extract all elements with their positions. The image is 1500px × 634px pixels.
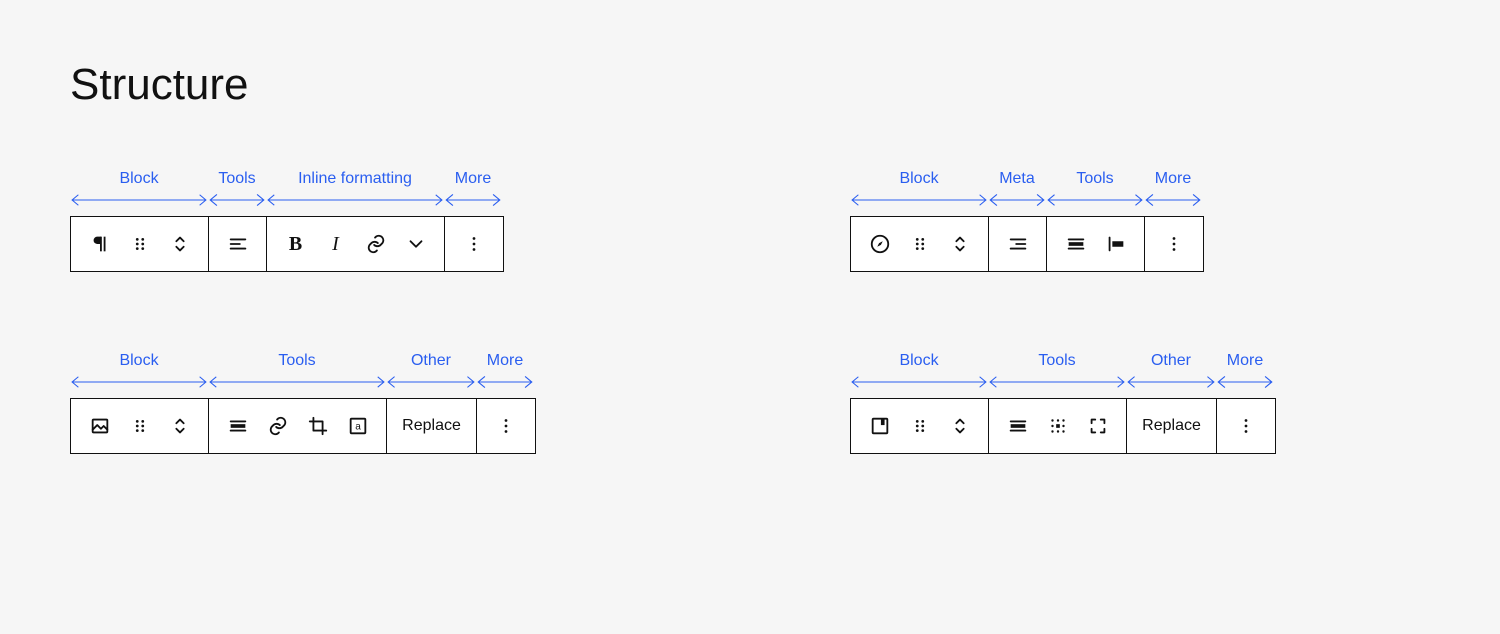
annotation-label: Block [119,352,158,370]
replace-button[interactable]: Replace [1128,406,1215,446]
toolbar-group-more [1145,217,1203,271]
annotation-label: More [487,352,523,370]
more-options[interactable] [1154,224,1194,264]
toolbar-group-other: Replace [387,399,477,453]
annotation-tools: Tools [208,352,386,390]
page-title: Structure [70,60,1430,110]
toolbar-group-more [477,399,535,453]
annotation-label: Tools [278,352,315,370]
more-formatting[interactable] [396,224,436,264]
replace-button[interactable]: Replace [388,406,475,446]
toolbar-example-navigation: Block Meta Tools More [850,170,1430,272]
annotation-other: Other [1126,352,1216,390]
annotation-block: Block [850,352,988,390]
annotation-label: Block [899,352,938,370]
toolbar-example-cover: Block Tools Other More Replace [850,352,1430,454]
toolbar-group-tools [209,217,267,271]
annotation-meta: Meta [988,170,1046,208]
bold-button[interactable]: B [276,224,316,264]
align-button[interactable] [218,224,258,264]
annotation-label: Block [119,170,158,188]
toolbar-example-paragraph: Block Tools Inline formatting More BI [70,170,650,272]
toolbar-group-block [71,217,209,271]
move-up-down[interactable] [940,406,980,446]
toolbar-group-inline-formatting: BI [267,217,445,271]
annotation-label: Inline formatting [298,170,412,188]
toolbar: BI [70,216,504,272]
annotation-block: Block [70,170,208,208]
toolbar-group-meta [989,217,1047,271]
toolbar-group-block [851,217,989,271]
move-up-down[interactable] [940,224,980,264]
move-up-down[interactable] [160,224,200,264]
toolbar-group-block [851,399,989,453]
toolbar-group-tools: a [209,399,387,453]
toolbar-group-tools [1047,217,1145,271]
align-button[interactable] [998,406,1038,446]
link-button[interactable] [356,224,396,264]
annotation-label: Other [1151,352,1191,370]
annotation-label: Tools [1076,170,1113,188]
annotation-label: More [455,170,491,188]
toolbar-group-more [1217,399,1275,453]
annotation-other: Other [386,352,476,390]
annotation-inline-formatting: Inline formatting [266,170,444,208]
toolbar-example-image: Block Tools Other More a Replace [70,352,650,454]
move-up-down[interactable] [160,406,200,446]
annotation-tools: Tools [988,352,1126,390]
annotation-label: Tools [1038,352,1075,370]
toolbar: a Replace [70,398,536,454]
annotation-more: More [444,170,502,208]
vertical-align[interactable] [1096,224,1136,264]
toolbar-group-other: Replace [1127,399,1217,453]
toolbar-group-more [445,217,503,271]
drag-handle[interactable] [900,406,940,446]
align-wide[interactable] [1056,224,1096,264]
annotation-block: Block [850,170,988,208]
annotation-label: Meta [999,170,1035,188]
annotation-label: Tools [218,170,255,188]
annotation-label: Other [411,352,451,370]
block-type-cover[interactable] [860,406,900,446]
toolbar: Replace [850,398,1276,454]
toolbar-group-block [71,399,209,453]
content-position[interactable] [1038,406,1078,446]
drag-handle[interactable] [120,224,160,264]
more-options[interactable] [486,406,526,446]
annotation-label: More [1227,352,1263,370]
annotation-label: More [1155,170,1191,188]
annotation-more: More [476,352,534,390]
annotation-label: Block [899,170,938,188]
annotation-tools: Tools [208,170,266,208]
italic-button[interactable]: I [316,224,356,264]
drag-handle[interactable] [120,406,160,446]
toolbar [850,216,1204,272]
full-height[interactable] [1078,406,1118,446]
annotation-more: More [1216,352,1274,390]
block-type-navigation[interactable] [860,224,900,264]
toolbar-group-tools [989,399,1127,453]
more-options[interactable] [454,224,494,264]
annotation-block: Block [70,352,208,390]
annotation-more: More [1144,170,1202,208]
align-button[interactable] [998,224,1038,264]
link-button[interactable] [258,406,298,446]
block-type-paragraph[interactable] [80,224,120,264]
more-options[interactable] [1226,406,1266,446]
svg-text:a: a [355,422,361,433]
align-button[interactable] [218,406,258,446]
annotation-tools: Tools [1046,170,1144,208]
text-overlay[interactable]: a [338,406,378,446]
drag-handle[interactable] [900,224,940,264]
block-type-image[interactable] [80,406,120,446]
crop-button[interactable] [298,406,338,446]
